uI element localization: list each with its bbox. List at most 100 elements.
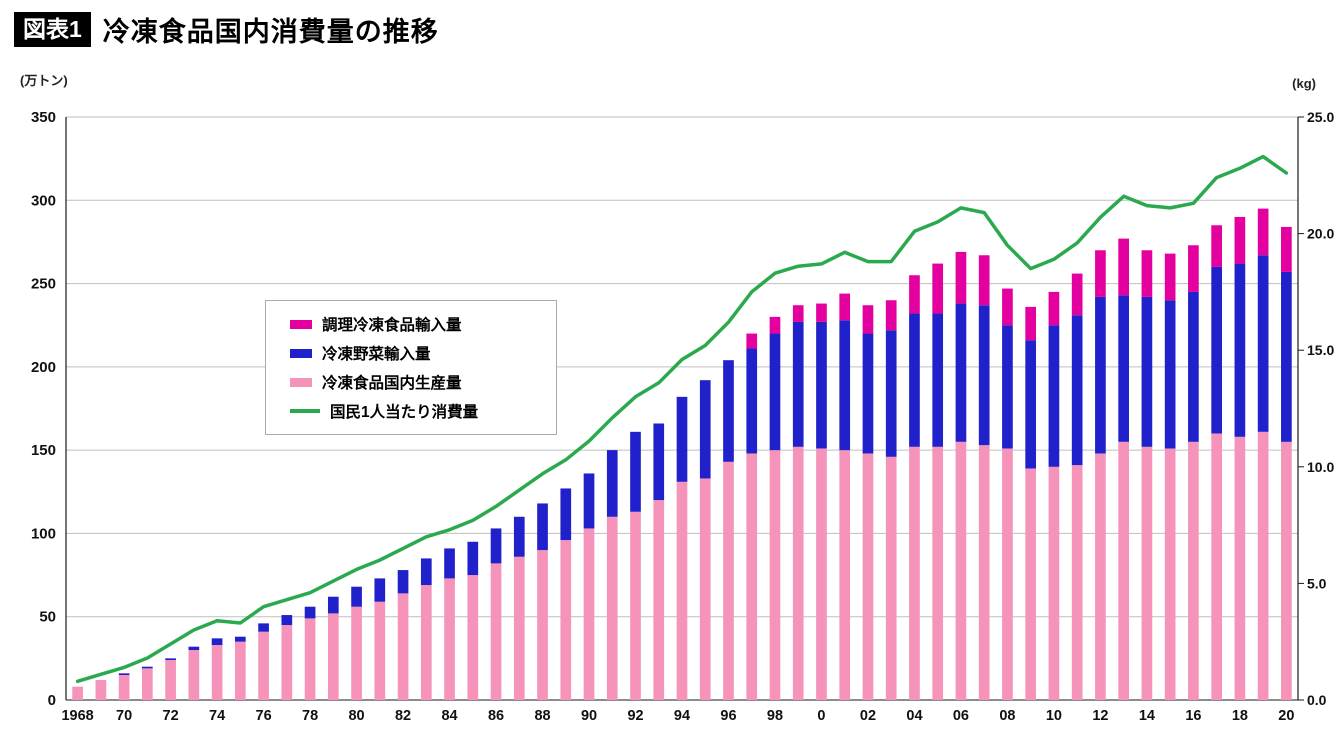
bar-vegetable-imports: [1071, 315, 1083, 466]
bar-vegetable-imports: [723, 360, 734, 462]
bar-prepared-imports: [1095, 250, 1106, 297]
x-axis-tick-label: 90: [581, 708, 597, 724]
bar-vegetable-imports: [444, 548, 455, 579]
bar-prepared-imports: [955, 251, 967, 304]
right-axis-tick-label: 5.0: [1307, 575, 1327, 591]
bar-domestic-production: [467, 575, 479, 700]
bar-vegetable-imports: [816, 321, 827, 449]
x-axis-tick-label: 92: [627, 708, 643, 724]
bar-vegetable-imports: [769, 333, 781, 451]
figure-badge: 図表1: [14, 12, 91, 47]
x-axis-tick-label: 84: [441, 708, 457, 724]
bar-domestic-production: [932, 446, 944, 700]
bar-domestic-production: [862, 453, 874, 700]
bar-prepared-imports: [1188, 245, 1199, 292]
bar-domestic-production: [1071, 465, 1083, 700]
bar-domestic-production: [653, 500, 665, 700]
bar-domestic-production: [676, 481, 688, 700]
bar-domestic-production: [420, 585, 432, 700]
x-axis-tick-label: 10: [1046, 708, 1062, 724]
bar-prepared-imports: [1234, 216, 1246, 264]
right-axis-tick-label: 10.0: [1307, 459, 1334, 475]
legend-label: 調理冷凍食品輸入量: [322, 317, 462, 334]
bar-domestic-production: [560, 540, 572, 700]
bar-prepared-imports: [862, 305, 874, 334]
bar-domestic-production: [839, 450, 851, 700]
bar-prepared-imports: [1118, 238, 1129, 296]
bar-vegetable-imports: [118, 673, 130, 676]
legend-swatch-pink-icon: [290, 377, 312, 387]
bar-prepared-imports: [839, 293, 851, 321]
bar-prepared-imports: [1211, 225, 1222, 267]
bar-vegetable-imports: [327, 596, 339, 614]
bar-prepared-imports: [1048, 291, 1060, 326]
x-axis-tick-label: 14: [1139, 708, 1155, 724]
bar-vegetable-imports: [955, 303, 967, 442]
bar-domestic-production: [1025, 468, 1037, 700]
bar-vegetable-imports: [978, 305, 990, 446]
x-axis-tick-label: 72: [163, 708, 179, 724]
bar-domestic-production: [374, 601, 386, 700]
x-axis-tick-label: 20: [1278, 708, 1294, 724]
y-axis-tick-label: 250: [31, 276, 56, 293]
bar-vegetable-imports: [1257, 255, 1269, 432]
legend-swatch-green-line-icon: [290, 409, 320, 413]
right-axis-tick-label: 20.0: [1307, 226, 1334, 242]
y-axis-tick-label: 50: [39, 609, 56, 626]
x-axis-tick-label: 94: [674, 708, 690, 724]
x-axis-tick-label: 12: [1092, 708, 1108, 724]
legend-label: 冷凍食品国内生産量: [322, 375, 462, 392]
x-axis-tick-label: 70: [116, 708, 132, 724]
per-capita-consumption-line: [75, 154, 1289, 684]
bar-domestic-production: [351, 606, 362, 700]
bar-prepared-imports: [909, 275, 920, 314]
right-axis-tick-label: 0.0: [1307, 692, 1327, 708]
bar-domestic-production: [537, 550, 548, 700]
right-axis-tick-label: 25.0: [1307, 109, 1334, 125]
x-axis-tick-label: 82: [395, 708, 411, 724]
x-axis-tick-label: 98: [767, 708, 783, 724]
legend-swatch-blue-icon: [290, 348, 312, 358]
bar-domestic-production: [327, 613, 339, 700]
bar-vegetable-imports: [862, 333, 874, 454]
bar-domestic-production: [72, 686, 83, 700]
bar-vegetable-imports: [909, 313, 920, 447]
bar-vegetable-imports: [583, 473, 595, 529]
bar-vegetable-imports: [699, 380, 711, 479]
bar-domestic-production: [583, 528, 595, 700]
x-axis-tick-label: 02: [860, 708, 876, 724]
bar-vegetable-imports: [1164, 300, 1176, 449]
legend-item-per-capita: 国民1人当たり消費量: [290, 400, 548, 422]
bar-vegetable-imports: [513, 516, 525, 557]
bar-domestic-production: [1118, 441, 1129, 700]
bar-domestic-production: [304, 618, 316, 700]
y-axis-tick-label: 0: [48, 692, 56, 709]
bar-prepared-imports: [1071, 273, 1083, 316]
stacked-bar-line-chart: 0501001502002503003500.05.010.015.020.02…: [31, 109, 1334, 724]
bar-vegetable-imports: [1281, 271, 1292, 442]
bar-domestic-production: [513, 556, 525, 700]
bar-domestic-production: [281, 625, 293, 700]
bar-domestic-production: [699, 478, 711, 700]
x-axis-tick-label: 88: [534, 708, 550, 724]
bar-domestic-production: [258, 631, 269, 700]
bar-prepared-imports: [1164, 253, 1176, 301]
bar-vegetable-imports: [467, 541, 479, 576]
legend-label: 国民1人当たり消費量: [330, 404, 479, 421]
bar-vegetable-imports: [351, 586, 362, 607]
bar-vegetable-imports: [420, 558, 432, 586]
x-axis-tick-label: 06: [953, 708, 969, 724]
legend-item-domestic-production: 冷凍食品国内生産量: [290, 371, 548, 393]
bar-vegetable-imports: [281, 615, 293, 626]
bar-domestic-production: [723, 461, 734, 700]
bar-vegetable-imports: [165, 658, 176, 661]
bar-prepared-imports: [746, 333, 758, 349]
x-axis-tick-label: 80: [348, 708, 364, 724]
chart-legend: 調理冷凍食品輸入量 冷凍野菜輸入量 冷凍食品国内生産量 国民1人当たり消費量: [265, 300, 557, 435]
x-axis-tick-label: 74: [209, 708, 225, 724]
x-axis-tick-label: 1968: [61, 708, 93, 724]
bar-domestic-production: [978, 445, 990, 700]
bar-vegetable-imports: [1234, 263, 1246, 437]
bar-vegetable-imports: [630, 431, 641, 512]
bar-domestic-production: [188, 650, 200, 700]
